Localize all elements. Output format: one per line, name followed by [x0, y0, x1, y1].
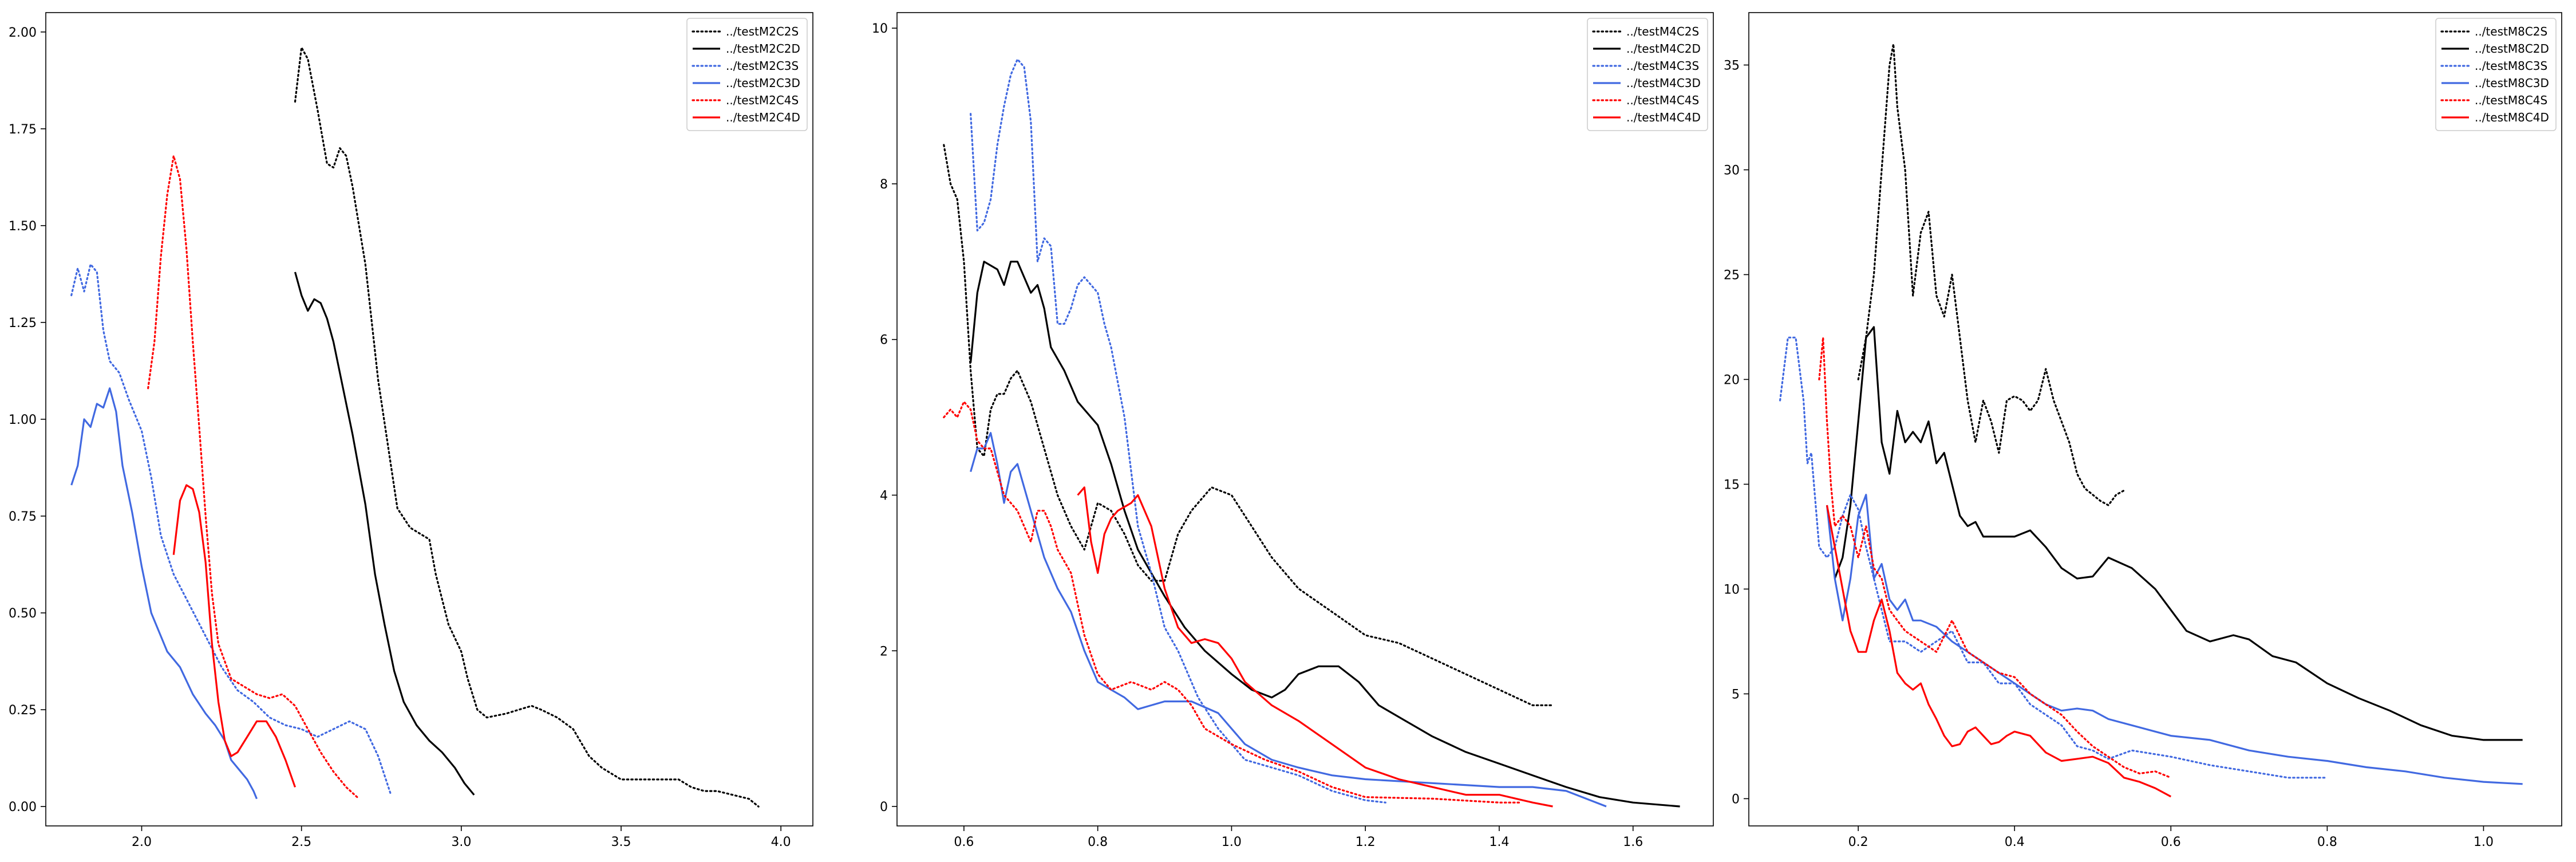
series-line-5: [943, 400, 1520, 804]
series-line-2: [970, 261, 1680, 808]
series-line-6: [1826, 505, 2172, 798]
series-line-3: [70, 263, 392, 796]
axes-frame: [896, 12, 1714, 826]
legend-box: [1587, 18, 1708, 131]
series-group: [1779, 43, 2523, 798]
legend-label: ../testM4C3S: [1626, 59, 1699, 73]
legend-label: ../testM2C4S: [726, 93, 799, 107]
legend-label: ../testM8C2S: [2475, 25, 2547, 38]
y-tick-label: 6: [880, 333, 888, 348]
x-tick-label: 1.2: [1356, 835, 1376, 849]
series-line-1: [943, 144, 1554, 707]
series-line-1: [1857, 43, 2125, 506]
y-tick-label: 25: [1724, 268, 1740, 282]
legend-box: [2435, 18, 2557, 131]
chart-panel-3: 0.2 0.4 0.6 0.8 1.0 0 5 10 15 20 25 30 35 ../testM8C2…: [1724, 12, 2562, 849]
legend-label: ../testM8C3D: [2475, 76, 2549, 90]
x-tick-label: 2.0: [132, 835, 152, 849]
series-line-4: [1826, 494, 2523, 785]
y-tick-label: 15: [1724, 478, 1740, 492]
series-line-5: [1818, 336, 2172, 779]
y-tick-label: 5: [1732, 687, 1740, 702]
y-tick-label: 0.50: [9, 607, 37, 621]
x-tick-label: 1.0: [1222, 835, 1242, 849]
legend-box: [686, 18, 808, 131]
y-tick-label: 35: [1724, 58, 1740, 73]
y-tick-label: 1.00: [9, 413, 37, 427]
legend-label: ../testM4C3D: [1626, 76, 1701, 90]
legend-label: ../testM8C4D: [2475, 111, 2549, 124]
series-line-6: [1077, 486, 1553, 808]
y-tick-label: 0.75: [9, 510, 37, 524]
y-tick-label: 0.25: [9, 703, 37, 718]
x-tick-label: 0.4: [2005, 835, 2025, 849]
y-tick-label: 30: [1724, 163, 1740, 178]
legend-label: ../testM4C2D: [1626, 42, 1701, 56]
x-tick-label: 0.6: [954, 835, 974, 849]
legend-label: ../testM4C4D: [1626, 111, 1701, 124]
x-tick-label: 1.6: [1623, 835, 1643, 849]
legend-label: ../testM8C2D: [2475, 42, 2549, 56]
y-tick-label: 2.00: [9, 26, 37, 40]
legend: ../testM8C2S ../testM8C2D ../testM8C3S ../t…: [2435, 18, 2557, 131]
x-tick-label: 0.8: [2317, 835, 2337, 849]
series-line-4: [970, 432, 1607, 808]
series-line-2: [1834, 326, 2523, 741]
legend-label: ../testM4C2S: [1626, 25, 1699, 38]
y-tick-label: 8: [880, 178, 888, 192]
x-tick-label: 4.0: [771, 835, 791, 849]
legend-label: ../testM8C4S: [2475, 93, 2547, 107]
x-tick-label: 0.6: [2161, 835, 2181, 849]
y-tick-label: 4: [880, 489, 888, 503]
chart-panel-1: 2.0 2.5 3.0 3.5 4.0 0.00 0.25 0.50 0.75 1.00 1.25 1…: [9, 12, 813, 849]
series-line-5: [147, 155, 360, 800]
legend: ../testM2C2S ../testM2C2D ../testM2C3S ../t…: [686, 18, 808, 131]
legend: ../testM4C2S ../testM4C2D ../testM4C3S ../t…: [1587, 18, 1708, 131]
axes-frame: [1748, 12, 2562, 826]
legend-label: ../testM2C3D: [726, 76, 800, 90]
series-line-1: [294, 46, 760, 808]
y-tick-label: 0: [1732, 792, 1740, 806]
y-tick-label: 0: [880, 800, 888, 814]
axes-frame: [45, 12, 813, 826]
y-tick-label: 1.25: [9, 316, 37, 330]
y-tick-label: 20: [1724, 373, 1740, 387]
series-line-4: [70, 387, 258, 800]
x-tick-label: 3.5: [611, 835, 631, 849]
y-tick-label: 10: [872, 22, 888, 36]
y-tick-label: 1.75: [9, 123, 37, 137]
legend-label: ../testM2C4D: [726, 111, 800, 124]
y-tick-label: 1.50: [9, 219, 37, 234]
y-tick-label: 0.00: [9, 800, 37, 814]
x-tick-label: 1.0: [2474, 835, 2494, 849]
x-tick-label: 1.4: [1489, 835, 1509, 849]
legend-label: ../testM2C2D: [726, 42, 800, 56]
legend-label: ../testM4C4S: [1626, 93, 1699, 107]
x-tick-label: 0.8: [1088, 835, 1108, 849]
x-tick-label: 2.5: [291, 835, 311, 849]
legend-label: ../testM2C3S: [726, 59, 799, 73]
series-line-6: [172, 484, 297, 788]
series-line-2: [294, 271, 475, 796]
legend-label: ../testM8C3S: [2475, 59, 2547, 73]
series-group: [943, 58, 1680, 808]
legend-label: ../testM2C2S: [726, 25, 799, 38]
x-tick-label: 0.2: [1848, 835, 1868, 849]
series-group: [70, 46, 760, 808]
y-tick-label: 2: [880, 644, 888, 659]
y-tick-label: 10: [1724, 582, 1740, 597]
x-tick-label: 3.0: [451, 835, 471, 849]
